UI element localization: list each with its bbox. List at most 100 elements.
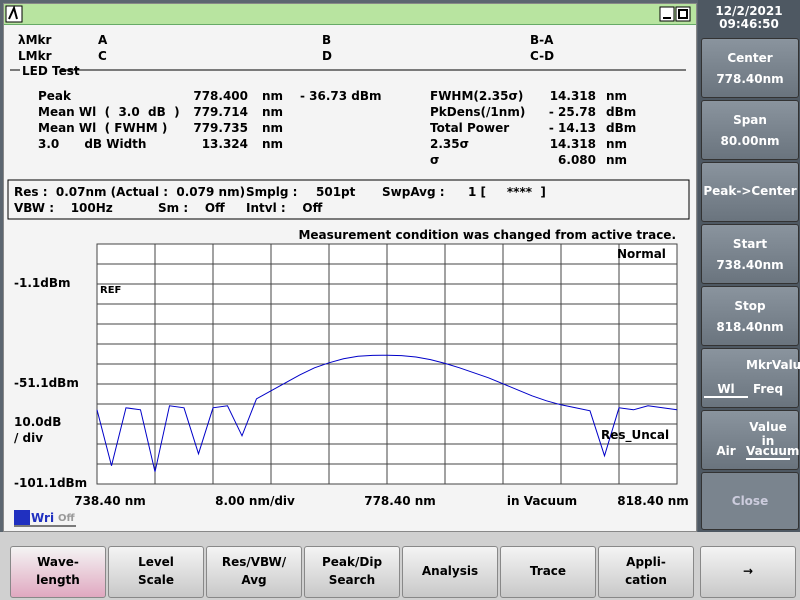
softkey-label: 738.40nm xyxy=(716,258,784,272)
softkey-label: Freq xyxy=(752,382,784,396)
result-value: 778.400 xyxy=(193,89,248,103)
result-unit: nm xyxy=(262,137,284,151)
x-axis-label: 818.40 nm xyxy=(617,494,689,508)
button-label: cation xyxy=(625,573,667,587)
marker-label: A xyxy=(98,33,108,47)
softkey-panel: Center 778.40nm Span 80.00nm Peak->Center Sta… xyxy=(698,0,800,532)
result-unit: nm xyxy=(262,105,284,119)
function-button[interactable]: Level Scale xyxy=(108,546,204,598)
result-value: 13.324 xyxy=(201,137,248,151)
result-unit: nm xyxy=(262,89,284,103)
result-value: 779.735 xyxy=(193,121,248,135)
softkey-label: Vacuum xyxy=(746,444,800,460)
marker-label: B-A xyxy=(530,33,554,47)
softkey-label: 778.40nm xyxy=(716,72,784,86)
setting: Res : 0.07nm (Actual : 0.079 nm) xyxy=(14,185,246,199)
y-axis-label: 10.0dB xyxy=(14,415,62,429)
title-icons xyxy=(5,5,691,23)
result-unit: dBm xyxy=(606,121,637,135)
result-unit: nm xyxy=(606,89,628,103)
x-axis-label: 8.00 nm/div xyxy=(215,494,295,508)
result-unit: nm xyxy=(606,137,628,151)
marker-label: λMkr xyxy=(18,33,52,47)
function-button[interactable]: Trace xyxy=(500,546,596,598)
marker-label: LMkr xyxy=(18,49,52,63)
result-value: - 25.78 xyxy=(548,105,596,119)
button-label: Avg xyxy=(241,573,267,587)
result-label: 3.0 dB Width xyxy=(38,137,147,151)
setting: SwpAvg : xyxy=(382,185,445,199)
function-button[interactable]: → xyxy=(700,546,796,598)
softkey[interactable]: Close xyxy=(701,472,799,530)
setting: Smplg : xyxy=(246,185,298,199)
setting: 501pt xyxy=(316,185,356,199)
clock-time: 09:46:50 xyxy=(719,17,779,31)
button-label: Res/VBW/ xyxy=(221,555,287,569)
softkey[interactable]: Stop 818.40nm xyxy=(701,286,799,346)
button-label: Trace xyxy=(529,564,567,578)
softkey-label: Stop xyxy=(734,299,766,313)
function-bar: Wave-length Level Scale Res/VBW/Avg Peak/Dip… xyxy=(0,532,800,600)
result-label: Peak xyxy=(38,89,72,103)
setting: 1 [ **** ] xyxy=(468,185,546,199)
result-unit: dBm xyxy=(606,105,637,119)
x-axis-label: 738.40 nm xyxy=(74,494,146,508)
button-label: Level xyxy=(138,555,174,569)
function-button[interactable]: Appli-cation xyxy=(598,546,694,598)
softkey-label: Value in xyxy=(749,420,787,448)
result-value: 779.714 xyxy=(193,105,248,119)
softkey-label: Close xyxy=(731,494,769,508)
result-unit: nm xyxy=(262,121,284,135)
y-axis-label: -1.1dBm xyxy=(14,276,71,290)
trace-mode: Normal xyxy=(617,247,666,261)
softkey-label: Center xyxy=(727,51,773,65)
y-axis-label: -101.1dBm xyxy=(14,476,88,490)
softkey-label: 818.40nm xyxy=(716,320,784,334)
notice: Measurement condition was changed from a… xyxy=(298,228,676,242)
softkey[interactable]: Span 80.00nm xyxy=(701,100,799,160)
softkey[interactable]: Peak->Center xyxy=(701,162,799,222)
wri-state: Off xyxy=(58,513,75,524)
x-axis-label: in Vacuum xyxy=(506,494,578,508)
result-label: Mean Wl ( FWHM ) xyxy=(38,121,168,135)
softkey[interactable]: Value in Air Vacuum xyxy=(701,410,799,470)
setting: Sm : Off xyxy=(158,201,225,215)
softkey[interactable]: MkrValue Wl Freq xyxy=(701,348,800,408)
spectrum-trace xyxy=(96,354,678,472)
button-label: Scale xyxy=(137,573,175,587)
y-axis-label: / div xyxy=(14,431,44,445)
setting: Intvl : Off xyxy=(246,201,323,215)
button-label: Peak/Dip xyxy=(321,555,383,569)
result-label: FWHM(2.35σ) xyxy=(430,89,524,103)
function-button[interactable]: Res/VBW/Avg xyxy=(206,546,302,598)
title-bar xyxy=(4,4,696,25)
result-value: 6.080 xyxy=(558,153,596,167)
marker-label: D xyxy=(322,49,332,63)
y-axis-label: -51.1dBm xyxy=(14,376,79,390)
softkey-label: 80.00nm xyxy=(720,134,780,148)
function-button[interactable]: Wave-length xyxy=(10,546,106,598)
softkey[interactable]: Start 738.40nm xyxy=(701,224,799,284)
layout-lines xyxy=(7,69,690,527)
ref-label: REF xyxy=(100,285,122,296)
marker-label: C-D xyxy=(530,49,555,63)
function-button[interactable]: Analysis xyxy=(402,546,498,598)
softkey-label: Peak->Center xyxy=(703,184,797,198)
function-button[interactable]: Peak/Dip Search xyxy=(304,546,400,598)
button-label: length xyxy=(36,573,80,587)
section-title: LED Test xyxy=(22,64,80,78)
result-extra: - 36.73 dBm xyxy=(300,89,382,103)
uncal-label: Res_Uncal xyxy=(601,428,670,442)
button-label: Analysis xyxy=(421,564,479,578)
button-label: Appli- xyxy=(626,555,666,569)
button-label: → xyxy=(742,564,754,578)
softkey-label: Air xyxy=(716,444,736,458)
marker-label: B xyxy=(322,33,332,47)
softkey-label: Span xyxy=(733,113,767,127)
softkey-label: Wl xyxy=(704,382,748,398)
softkey[interactable]: Center 778.40nm xyxy=(701,38,799,98)
result-label: PkDens(/1nm) xyxy=(430,105,526,119)
button-label: Wave- xyxy=(37,555,79,569)
softkey-label: MkrValue xyxy=(746,358,800,372)
